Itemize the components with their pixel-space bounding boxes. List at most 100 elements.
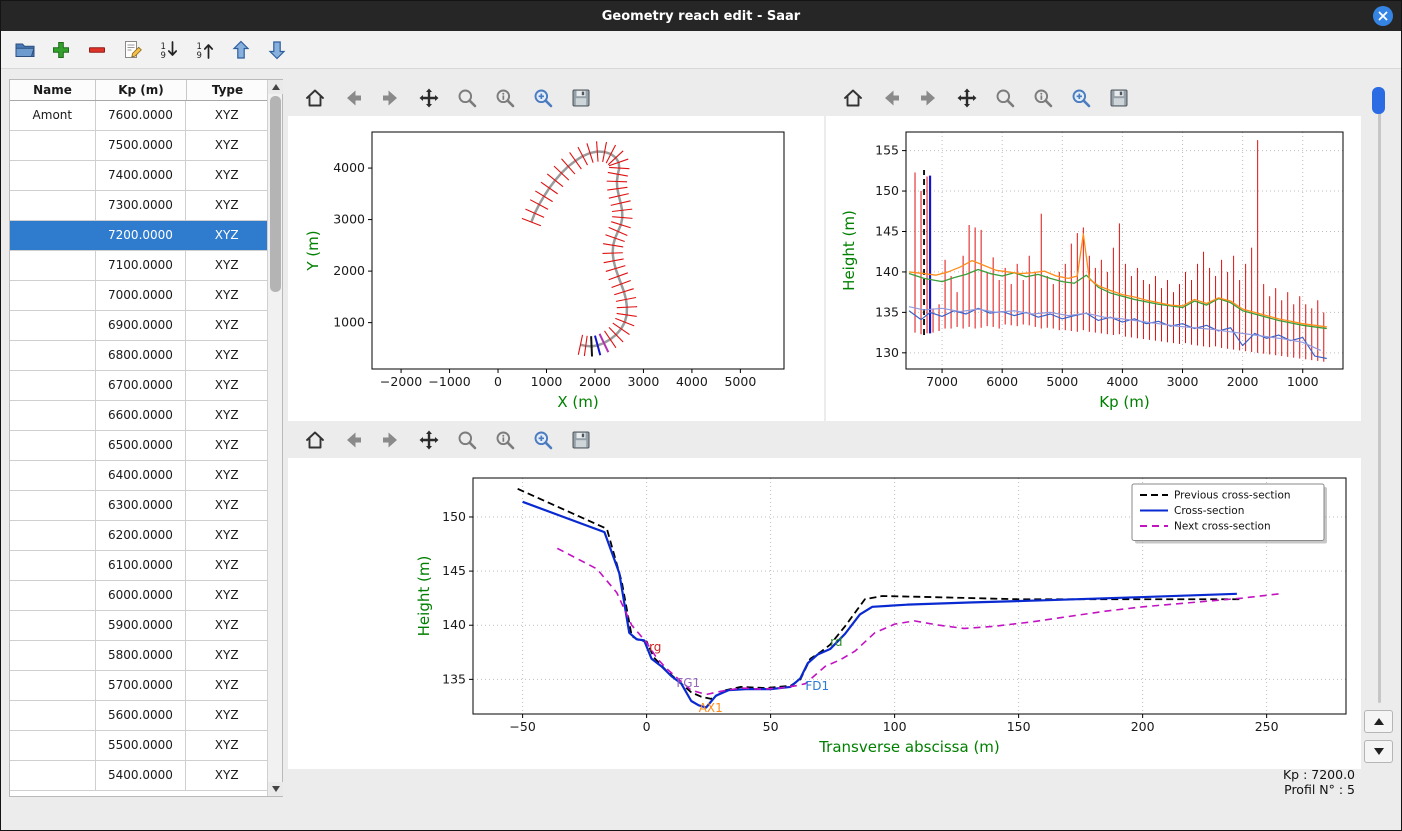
plan-view-toolbar	[288, 79, 824, 116]
open-file-button[interactable]	[11, 35, 41, 65]
next-profile-button[interactable]	[1364, 740, 1393, 763]
svg-text:2000: 2000	[1227, 374, 1259, 389]
row-name-cell	[10, 611, 96, 640]
table-row[interactable]: 6600.0000 XYZ	[10, 401, 268, 431]
table-row[interactable]: 6300.0000 XYZ	[10, 491, 268, 521]
back-button[interactable]	[876, 83, 906, 113]
move-down-button[interactable]	[263, 35, 293, 65]
zoom-button[interactable]	[452, 83, 482, 113]
longitudinal-profile-figure[interactable]: 7000 6000 5000 4000 3000 2000 1000 130 135 140 145…	[826, 116, 1361, 422]
table-row[interactable]: 7500.0000 XYZ	[10, 131, 268, 161]
zoom-icon	[993, 86, 1017, 110]
table-row[interactable]: 6500.0000 XYZ	[10, 431, 268, 461]
save-button[interactable]	[566, 425, 596, 455]
forward-button[interactable]	[914, 83, 944, 113]
zoom-region-button[interactable]	[528, 425, 558, 455]
row-type-cell: XYZ	[186, 521, 268, 550]
table-row[interactable]: 5400.0000 XYZ	[10, 761, 268, 791]
open-file-icon	[13, 38, 37, 62]
table-row[interactable]: 5500.0000 XYZ	[10, 731, 268, 761]
home-button[interactable]	[300, 83, 330, 113]
table-row[interactable]: 7300.0000 XYZ	[10, 191, 268, 221]
previous-profile-button[interactable]	[1364, 710, 1393, 733]
zoom-button[interactable]	[990, 83, 1020, 113]
table-scrollbar-thumb[interactable]	[270, 96, 281, 292]
cross-section-toolbar	[288, 421, 1361, 458]
table-row[interactable]: 5700.0000 XYZ	[10, 671, 268, 701]
table-row[interactable]: 7000.0000 XYZ	[10, 281, 268, 311]
plan-view-figure[interactable]: −2000 −1000 0 1000 2000 3000 4000 5000 1000 2000 3…	[288, 116, 824, 422]
row-kp-cell: 6600.0000	[96, 401, 187, 430]
zoom-region-button[interactable]	[528, 83, 558, 113]
table-row[interactable]: 6400.0000 XYZ	[10, 461, 268, 491]
zoom-region-button[interactable]	[1066, 83, 1096, 113]
zoom-info-button[interactable]	[1028, 83, 1058, 113]
row-name-cell	[10, 281, 96, 310]
arrow-down-icon	[1373, 748, 1384, 755]
table-scroll-down-button[interactable]	[268, 782, 283, 796]
zoom-region-icon	[1069, 86, 1093, 110]
table-row[interactable]: Amont 7600.0000 XYZ	[10, 101, 268, 131]
pan-button[interactable]	[952, 83, 982, 113]
svg-text:50: 50	[763, 719, 779, 734]
row-name-cell	[10, 341, 96, 370]
table-row[interactable]: 6000.0000 XYZ	[10, 581, 268, 611]
table-row[interactable]: 6100.0000 XYZ	[10, 551, 268, 581]
home-button[interactable]	[300, 425, 330, 455]
back-button[interactable]	[338, 425, 368, 455]
cross-section-figure[interactable]: rg rd FD1 FG1 AX1 −50 0 50 100 150 200 250 135 140 145…	[288, 458, 1361, 769]
svg-text:135: 135	[875, 304, 899, 319]
table-row[interactable]: 5900.0000 XYZ	[10, 611, 268, 641]
close-button[interactable]	[1373, 6, 1393, 26]
save-button[interactable]	[566, 83, 596, 113]
svg-text:FG1: FG1	[676, 676, 700, 690]
table-row[interactable]: 6700.0000 XYZ	[10, 371, 268, 401]
pan-button[interactable]	[414, 83, 444, 113]
svg-text:2000: 2000	[333, 263, 365, 278]
zoom-icon	[455, 86, 479, 110]
back-button[interactable]	[338, 83, 368, 113]
zoom-info-button[interactable]	[490, 425, 520, 455]
table-row[interactable]: 6200.0000 XYZ	[10, 521, 268, 551]
forward-button[interactable]	[376, 83, 406, 113]
vertical-slider-thumb[interactable]	[1372, 87, 1385, 114]
table-row[interactable]: 6900.0000 XYZ	[10, 311, 268, 341]
pan-button[interactable]	[414, 425, 444, 455]
table-scrollbar[interactable]	[267, 80, 283, 796]
edit-profile-button[interactable]	[119, 35, 149, 65]
home-button[interactable]	[838, 83, 868, 113]
svg-text:6000: 6000	[986, 374, 1018, 389]
add-profile-button[interactable]	[47, 35, 77, 65]
window-title: Geometry reach edit - Saar	[601, 8, 801, 24]
pan-icon	[955, 86, 979, 110]
row-kp-cell: 7500.0000	[96, 131, 187, 160]
table-scroll-up-button[interactable]	[268, 80, 283, 94]
table-row[interactable]: 5600.0000 XYZ	[10, 701, 268, 731]
table-row[interactable]: 5800.0000 XYZ	[10, 641, 268, 671]
svg-text:3000: 3000	[333, 212, 365, 227]
row-type-cell: XYZ	[186, 221, 268, 250]
save-button[interactable]	[1104, 83, 1134, 113]
pan-icon	[417, 428, 441, 452]
table-row[interactable]: 6800.0000 XYZ	[10, 341, 268, 371]
zoom-button[interactable]	[452, 425, 482, 455]
row-name-cell	[10, 131, 96, 160]
svg-text:140: 140	[875, 264, 899, 279]
row-kp-cell: 6100.0000	[96, 551, 187, 580]
row-type-cell: XYZ	[186, 671, 268, 700]
remove-profile-button[interactable]	[83, 35, 113, 65]
row-kp-cell: 7400.0000	[96, 161, 187, 190]
svg-text:−50: −50	[509, 719, 535, 734]
zoom-info-button[interactable]	[490, 83, 520, 113]
forward-button[interactable]	[376, 425, 406, 455]
table-row[interactable]: 7100.0000 XYZ	[10, 251, 268, 281]
table-row[interactable]: 7400.0000 XYZ	[10, 161, 268, 191]
move-up-button[interactable]	[227, 35, 257, 65]
row-kp-cell: 7100.0000	[96, 251, 187, 280]
table-row[interactable]: 7200.0000 XYZ	[10, 221, 268, 251]
row-name-cell	[10, 521, 96, 550]
